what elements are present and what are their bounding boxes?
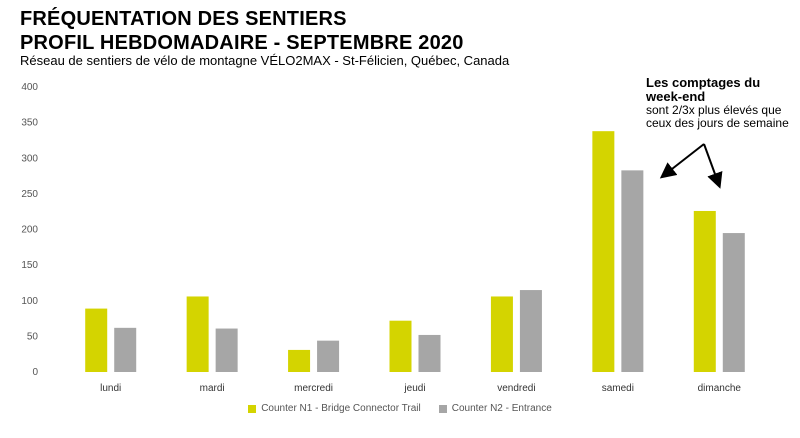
bar-series1-jeudi — [389, 320, 412, 372]
arrow-to-dimanche — [703, 143, 723, 189]
bar-series2-dimanche — [722, 233, 745, 372]
x-tick-label-dimanche: dimanche — [698, 383, 742, 394]
bar-series1-samedi — [592, 131, 615, 372]
legend-label-series2: Counter N2 - Entrance — [451, 403, 552, 414]
legend-item-series1: Counter N1 - Bridge Connector Trail — [248, 403, 421, 414]
annotation-body: sont 2/3x plus élevés que ceux des jours… — [646, 103, 789, 130]
y-tick-label-0: 0 — [32, 367, 38, 378]
annotation-heading: Les comptages du week-end — [646, 75, 761, 104]
legend: Counter N1 - Bridge Connector Trail Coun… — [0, 403, 800, 414]
y-tick-label-1: 50 — [27, 331, 39, 342]
bar-series1-lundi — [85, 308, 108, 372]
legend-label-series1: Counter N1 - Bridge Connector Trail — [261, 403, 421, 414]
y-tick-label-4: 200 — [21, 225, 38, 236]
y-tick-label-3: 150 — [21, 260, 38, 271]
bar-series1-vendredi — [490, 296, 513, 372]
bar-series2-jeudi — [418, 334, 441, 372]
x-tick-label-lundi: lundi — [100, 383, 121, 394]
legend-swatch-series2 — [438, 404, 447, 413]
bar-series1-dimanche — [693, 210, 716, 372]
y-tick-label-6: 300 — [21, 153, 38, 164]
y-tick-label-2: 100 — [21, 296, 38, 307]
arrow-to-samedi — [659, 143, 705, 179]
x-tick-label-vendredi: vendredi — [497, 383, 535, 394]
legend-swatch-series1 — [248, 404, 257, 413]
bar-series1-mercredi — [288, 349, 311, 372]
x-tick-label-mardi: mardi — [200, 383, 225, 394]
x-tick-label-samedi: samedi — [602, 383, 634, 394]
bar-series2-mercredi — [317, 340, 340, 372]
y-tick-label-7: 350 — [21, 118, 38, 129]
bar-series2-lundi — [114, 327, 137, 372]
annotation: Les comptages du week-end sont 2/3x plus… — [646, 76, 796, 130]
bars — [85, 131, 745, 372]
chart-title-line2: PROFIL HEBDOMADAIRE - SEPTEMBRE 2020 — [20, 32, 464, 54]
chart-subtitle: Réseau de sentiers de vélo de montagne V… — [20, 53, 510, 68]
chart-title-line1: FRÉQUENTATION DES SENTIERS — [20, 8, 347, 30]
bar-series2-mardi — [215, 328, 238, 372]
x-tick-label-mercredi: mercredi — [294, 383, 333, 394]
y-tick-label-5: 250 — [21, 189, 38, 200]
y-tick-label-8: 400 — [21, 82, 38, 93]
x-axis: lundi mardi mercredi jeudi vendredi samedi dim… — [100, 383, 741, 394]
x-tick-label-jeudi: jeudi — [403, 383, 425, 394]
y-axis: 0 50 100 150 200 250 300 350 400 — [21, 82, 38, 378]
legend-item-series2: Counter N2 - Entrance — [438, 403, 552, 414]
bar-series2-samedi — [621, 170, 644, 372]
bar-series1-mardi — [186, 296, 209, 372]
bar-series2-vendredi — [519, 290, 542, 372]
annotation-arrows — [659, 143, 723, 189]
